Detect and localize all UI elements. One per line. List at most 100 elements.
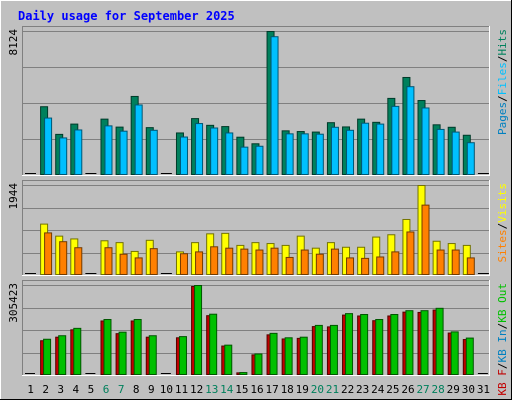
x-tick-label: 22 — [341, 383, 354, 396]
bar-kb-out — [43, 338, 52, 376]
bar-kb-out — [360, 314, 369, 375]
bar-sites — [255, 249, 264, 275]
bar-sites — [195, 251, 204, 275]
bar-files — [104, 125, 113, 175]
bar-sites — [104, 247, 113, 276]
bar-sites — [436, 249, 445, 275]
bar-files — [59, 137, 68, 176]
bar-sites — [421, 204, 430, 275]
bar-files — [330, 126, 339, 176]
bar-kb-out — [28, 373, 35, 374]
legend-entry: Sites — [496, 229, 509, 262]
x-tick-label: 8 — [133, 383, 140, 396]
bar-kb-out — [420, 310, 429, 375]
legend-separator: / — [496, 56, 509, 63]
bar-files — [29, 173, 36, 174]
legend: KB F/KB In/KB Out — [496, 283, 509, 396]
x-tick-label: 9 — [148, 383, 155, 396]
bar-sites — [330, 248, 339, 276]
bar-sites — [391, 251, 400, 275]
bar-sites — [179, 253, 188, 275]
bar-kb-out — [133, 319, 142, 376]
x-tick-label: 4 — [73, 383, 80, 396]
bar-sites — [29, 273, 36, 274]
bar-kb-out — [314, 324, 323, 376]
x-tick-label: 26 — [401, 383, 414, 396]
bar-kb-out — [209, 313, 218, 375]
bar-files — [406, 86, 415, 175]
legend-entry: Visits — [496, 183, 509, 223]
x-tick-label: 13 — [205, 383, 218, 396]
bar-kb-out — [284, 337, 293, 376]
bar-kb-out — [103, 319, 112, 376]
bar-sites — [74, 247, 83, 276]
bar-files — [164, 173, 172, 174]
bar-kb-out — [465, 337, 474, 375]
y-max-label: 1944 — [7, 183, 20, 210]
legend: Pages/Files/Hits — [496, 29, 509, 135]
bar-files — [179, 136, 188, 176]
bar-hits — [477, 173, 485, 174]
bar-sites — [164, 273, 172, 274]
bar-visits — [160, 273, 168, 274]
legend-entry: Hits — [496, 29, 509, 56]
legend-entry: Files — [496, 62, 509, 95]
bar-files — [255, 145, 264, 176]
bar-visits — [477, 273, 485, 274]
bar-sites — [59, 241, 68, 275]
bar-kb-out — [269, 332, 278, 376]
bar-files — [315, 133, 324, 175]
bar-sites — [89, 273, 97, 274]
bar-files — [391, 105, 400, 175]
bar-sites — [346, 257, 355, 276]
bar-sites — [481, 273, 489, 274]
bar-files — [421, 107, 430, 175]
x-tick-label: 28 — [432, 383, 445, 396]
panel-visits-sites: 1944 Sites/Visits — [7, 180, 509, 276]
bar-files — [466, 142, 475, 175]
bar-kb-out — [480, 373, 488, 374]
bar-kb-out — [73, 327, 82, 375]
bar-files — [195, 123, 204, 176]
bar-sites — [300, 249, 309, 275]
bar-kb-out — [435, 307, 444, 375]
bar-files — [119, 130, 128, 176]
bar-sites — [149, 248, 158, 275]
bar-kb-out — [405, 310, 414, 375]
bar-sites — [451, 249, 460, 275]
bar-files — [44, 117, 53, 175]
bar-kb-out — [329, 324, 338, 376]
bar-kb-out — [299, 336, 308, 375]
x-tick-label: 21 — [326, 383, 339, 396]
x-tick-label: 5 — [88, 383, 95, 396]
bar-kb-out — [88, 373, 96, 374]
bar-sites — [240, 248, 249, 276]
bar-files — [74, 129, 83, 176]
x-tick-label: 30 — [462, 383, 475, 396]
bar-kb-out — [118, 331, 127, 375]
bar-sites — [406, 231, 415, 275]
bar-sites — [285, 256, 294, 276]
bar-sites — [466, 257, 475, 276]
x-tick-label: 20 — [311, 383, 324, 396]
x-tick-label: 16 — [250, 383, 263, 396]
bar-kb-out — [194, 285, 203, 375]
bar-files — [346, 129, 355, 176]
legend-separator: / — [496, 363, 509, 370]
bar-sites — [225, 247, 234, 275]
bar-files — [240, 146, 249, 175]
bar-kb-out — [148, 335, 157, 376]
x-tick-label: 17 — [265, 383, 278, 396]
y-max-label: 305423 — [7, 283, 20, 323]
bar-kb-out — [239, 372, 248, 375]
bar-files — [300, 133, 309, 175]
bar-files — [210, 127, 219, 175]
bar-kb-out — [390, 314, 399, 375]
bar-kb-out — [375, 319, 384, 376]
x-tick-label: 15 — [235, 383, 248, 396]
x-tick-label: 23 — [356, 383, 369, 396]
bar-sites — [270, 247, 279, 275]
x-tick-label: 24 — [371, 383, 385, 396]
